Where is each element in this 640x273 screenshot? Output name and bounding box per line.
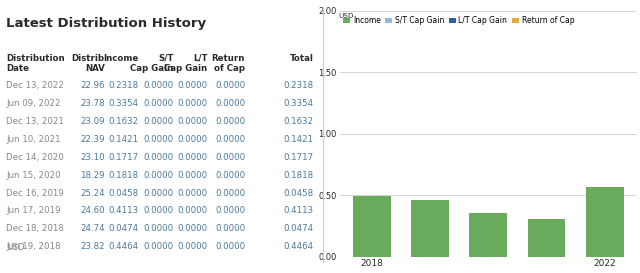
Text: 0.0458: 0.0458 bbox=[284, 189, 314, 198]
Text: 0.1818: 0.1818 bbox=[284, 171, 314, 180]
Text: 23.82: 23.82 bbox=[80, 242, 104, 251]
Text: Jun 17, 2019: Jun 17, 2019 bbox=[6, 206, 61, 215]
Text: L/T
Cap Gain: L/T Cap Gain bbox=[164, 54, 207, 73]
Text: 24.60: 24.60 bbox=[80, 206, 104, 215]
Text: 0.1421: 0.1421 bbox=[284, 135, 314, 144]
Text: 0.1818: 0.1818 bbox=[109, 171, 139, 180]
Text: 0.0000: 0.0000 bbox=[177, 206, 207, 215]
Text: 0.0000: 0.0000 bbox=[215, 189, 245, 198]
Text: S/T
Cap Gain: S/T Cap Gain bbox=[130, 54, 173, 73]
Bar bbox=[586, 187, 624, 257]
Text: 22.39: 22.39 bbox=[80, 135, 104, 144]
Text: Latest Distribution History: Latest Distribution History bbox=[6, 17, 207, 30]
Text: 18.29: 18.29 bbox=[80, 171, 104, 180]
Text: 0.0000: 0.0000 bbox=[215, 135, 245, 144]
Text: 0.1717: 0.1717 bbox=[284, 153, 314, 162]
Text: 23.09: 23.09 bbox=[80, 117, 104, 126]
Text: Dec 13, 2022: Dec 13, 2022 bbox=[6, 81, 64, 90]
Text: 25.24: 25.24 bbox=[80, 189, 104, 198]
Legend: Income, S/T Cap Gain, L/T Cap Gain, Return of Cap: Income, S/T Cap Gain, L/T Cap Gain, Retu… bbox=[344, 16, 574, 25]
Text: 0.0474: 0.0474 bbox=[284, 224, 314, 233]
Text: 0.0000: 0.0000 bbox=[143, 171, 173, 180]
Text: 0.0000: 0.0000 bbox=[215, 81, 245, 90]
Bar bbox=[527, 219, 565, 257]
Text: 0.4464: 0.4464 bbox=[284, 242, 314, 251]
Bar bbox=[469, 213, 507, 257]
Text: 0.0000: 0.0000 bbox=[143, 117, 173, 126]
Text: 0.0000: 0.0000 bbox=[177, 224, 207, 233]
Text: Jun 09, 2022: Jun 09, 2022 bbox=[6, 99, 61, 108]
Text: 0.0000: 0.0000 bbox=[215, 224, 245, 233]
Bar bbox=[411, 200, 449, 257]
Text: 0.0000: 0.0000 bbox=[177, 117, 207, 126]
Text: 0.3354: 0.3354 bbox=[109, 99, 139, 108]
Text: 22.96: 22.96 bbox=[80, 81, 104, 90]
Text: 0.4113: 0.4113 bbox=[284, 206, 314, 215]
Text: Jun 19, 2018: Jun 19, 2018 bbox=[6, 242, 61, 251]
Text: 0.2318: 0.2318 bbox=[109, 81, 139, 90]
Text: Income: Income bbox=[104, 54, 139, 63]
Text: Distrib
NAV: Distrib NAV bbox=[72, 54, 104, 73]
Text: Jun 10, 2021: Jun 10, 2021 bbox=[6, 135, 61, 144]
Text: USD: USD bbox=[338, 13, 354, 19]
Text: 0.1632: 0.1632 bbox=[109, 117, 139, 126]
Text: 0.0000: 0.0000 bbox=[143, 206, 173, 215]
Text: 0.0000: 0.0000 bbox=[215, 171, 245, 180]
Text: 0.0000: 0.0000 bbox=[177, 242, 207, 251]
Text: 0.0000: 0.0000 bbox=[177, 99, 207, 108]
Text: 0.0000: 0.0000 bbox=[143, 99, 173, 108]
Text: 0.3354: 0.3354 bbox=[284, 99, 314, 108]
Text: 0.0000: 0.0000 bbox=[177, 153, 207, 162]
Text: 0.2318: 0.2318 bbox=[284, 81, 314, 90]
Text: 0.0000: 0.0000 bbox=[143, 81, 173, 90]
Text: 0.0474: 0.0474 bbox=[109, 224, 139, 233]
Bar bbox=[353, 196, 390, 257]
Text: 0.0000: 0.0000 bbox=[177, 81, 207, 90]
Text: 23.10: 23.10 bbox=[80, 153, 104, 162]
Text: 0.0000: 0.0000 bbox=[143, 135, 173, 144]
Text: 0.0000: 0.0000 bbox=[215, 153, 245, 162]
Text: Total: Total bbox=[290, 54, 314, 63]
Text: 0.0000: 0.0000 bbox=[143, 242, 173, 251]
Text: Distribution
Date: Distribution Date bbox=[6, 54, 65, 73]
Text: 0.0000: 0.0000 bbox=[177, 135, 207, 144]
Text: 0.4113: 0.4113 bbox=[109, 206, 139, 215]
Text: 0.4464: 0.4464 bbox=[109, 242, 139, 251]
Text: 0.0000: 0.0000 bbox=[177, 171, 207, 180]
Text: 0.0000: 0.0000 bbox=[215, 99, 245, 108]
Text: 0.1717: 0.1717 bbox=[109, 153, 139, 162]
Text: 0.0000: 0.0000 bbox=[215, 117, 245, 126]
Text: 24.74: 24.74 bbox=[80, 224, 104, 233]
Text: Jun 15, 2020: Jun 15, 2020 bbox=[6, 171, 61, 180]
Text: 0.0000: 0.0000 bbox=[143, 153, 173, 162]
Text: Dec 14, 2020: Dec 14, 2020 bbox=[6, 153, 64, 162]
Text: 0.0458: 0.0458 bbox=[109, 189, 139, 198]
Text: 0.1632: 0.1632 bbox=[284, 117, 314, 126]
Text: 0.0000: 0.0000 bbox=[215, 206, 245, 215]
Text: 0.0000: 0.0000 bbox=[143, 189, 173, 198]
Text: Dec 18, 2018: Dec 18, 2018 bbox=[6, 224, 64, 233]
Text: USD: USD bbox=[6, 243, 25, 252]
Text: Return
of Cap: Return of Cap bbox=[212, 54, 245, 73]
Text: 0.0000: 0.0000 bbox=[177, 189, 207, 198]
Text: 0.1421: 0.1421 bbox=[109, 135, 139, 144]
Text: Dec 16, 2019: Dec 16, 2019 bbox=[6, 189, 64, 198]
Text: 0.0000: 0.0000 bbox=[143, 224, 173, 233]
Text: 0.0000: 0.0000 bbox=[215, 242, 245, 251]
Text: 23.78: 23.78 bbox=[80, 99, 104, 108]
Text: Dec 13, 2021: Dec 13, 2021 bbox=[6, 117, 64, 126]
